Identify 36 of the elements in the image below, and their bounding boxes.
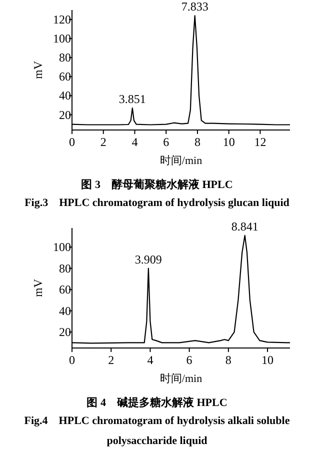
x-tick-label: 6 [186, 353, 192, 367]
x-axis-title: 时间/min [160, 372, 203, 385]
x-tick-label: 12 [254, 135, 266, 149]
x-tick-label: 2 [108, 353, 114, 367]
x-tick-label: 10 [262, 353, 274, 367]
text: 图 3 酵母葡聚糖水解液 HPLC [81, 178, 233, 191]
y-tick-label: 60 [59, 70, 71, 84]
y-tick-label: 120 [53, 12, 71, 27]
y-tick-label: 80 [59, 261, 71, 276]
x-tick-label: 8 [225, 353, 232, 367]
x-tick-label: 10 [222, 135, 235, 149]
x-tick-label: 8 [194, 135, 200, 149]
x-tick-label: 2 [100, 135, 106, 149]
x-axis-title: 时间/min [160, 154, 203, 167]
x-tick-label: 0 [69, 353, 75, 367]
x-tick-label: 4 [147, 353, 154, 367]
y-tick-label: 20 [59, 325, 71, 340]
text: Fig.3 HPLC chromatogram of hydrolysis glucan liquid [24, 197, 290, 209]
text: 图 4 碱提多糖水解液 HPLC [86, 396, 228, 409]
annotation: 3.909 [134, 252, 162, 266]
y-tick-label: 40 [59, 304, 71, 318]
y-axis-title: mV [31, 60, 45, 79]
annotation: 7.833 [181, 0, 208, 14]
x-tick-label: 6 [163, 135, 170, 149]
y-tick-label: 80 [59, 50, 71, 65]
y-tick-label: 20 [59, 108, 71, 122]
y-tick-label: 100 [53, 240, 71, 254]
annotation: 3.851 [118, 92, 146, 106]
x-tick-label: 0 [69, 135, 75, 149]
annotation: 8.841 [231, 219, 258, 234]
text: Fig.4 HPLC chromatogram of hydrolysis alkali soluble polysaccharide liquid [24, 415, 290, 447]
y-tick-label: 60 [59, 282, 71, 297]
x-tick-label: 4 [132, 135, 138, 149]
y-axis-title: mV [31, 278, 45, 297]
y-tick-label: 40 [59, 88, 71, 103]
y-tick-label: 100 [53, 32, 71, 46]
